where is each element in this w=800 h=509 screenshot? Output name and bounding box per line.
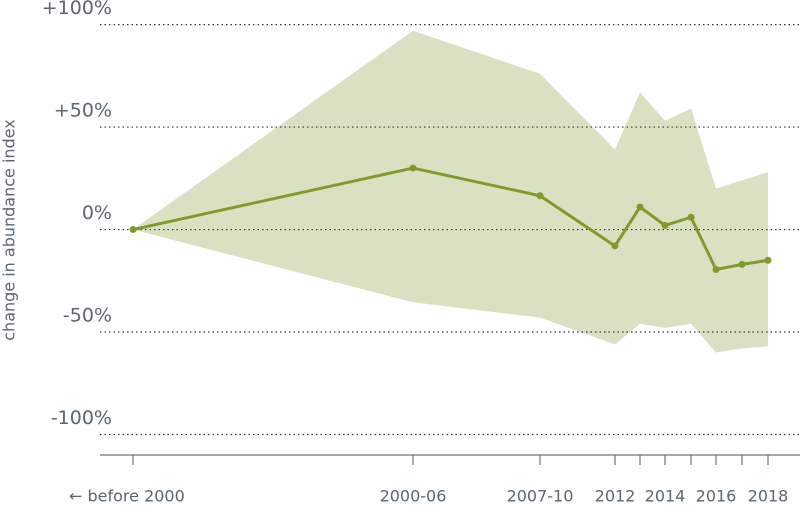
y-tick-label: 0%: [82, 202, 112, 224]
point: [738, 260, 746, 268]
point: [536, 192, 544, 200]
point: [636, 203, 644, 211]
y-tick-label: -100%: [51, 407, 112, 429]
x-tick-label: 2000-06: [380, 487, 447, 506]
y-tick-label: +50%: [54, 100, 112, 122]
x-tick-label: 2014: [645, 487, 686, 506]
point: [712, 266, 720, 274]
point: [764, 256, 772, 264]
y-tick-label: +100%: [42, 0, 112, 19]
point: [129, 226, 137, 234]
x-tick-label: 2018: [748, 487, 789, 506]
confidence-band: [133, 30, 768, 353]
point: [611, 242, 619, 250]
point: [687, 213, 695, 221]
x-tick-label: ← before 2000: [69, 487, 185, 506]
x-tick-label: 2007-10: [507, 487, 574, 506]
line: [132, 166, 769, 272]
point: [409, 164, 417, 172]
y-axis-label: change in abundance index: [0, 119, 19, 340]
y-tick-label: -50%: [63, 305, 112, 327]
x-tick-label: 2016: [696, 487, 737, 506]
point: [661, 221, 669, 229]
x-tick-label: 2012: [595, 487, 636, 506]
